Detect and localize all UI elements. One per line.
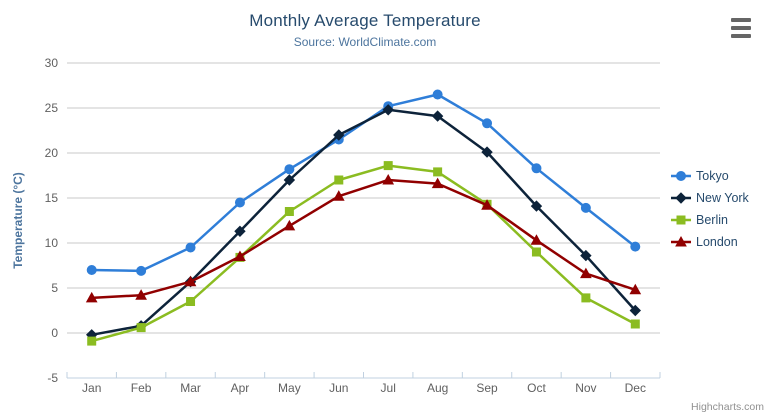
- x-axis-label: Jan: [82, 381, 101, 395]
- data-point-tokyo[interactable]: [86, 265, 97, 275]
- data-point-berlin[interactable]: [284, 207, 294, 216]
- legend-label: New York: [696, 191, 749, 205]
- x-axis-label: Apr: [231, 381, 250, 395]
- x-axis-label: Sep: [476, 381, 498, 395]
- y-axis-label: 5: [51, 281, 58, 295]
- legend-item-new-york[interactable]: New York: [671, 189, 749, 207]
- x-axis-label: Jul: [381, 381, 396, 395]
- data-point-berlin[interactable]: [87, 336, 97, 346]
- y-axis-label: 30: [45, 56, 59, 70]
- y-axis-label: 10: [45, 236, 59, 250]
- data-point-london[interactable]: [184, 275, 197, 287]
- legend-item-london[interactable]: London: [671, 233, 749, 251]
- x-axis-label: May: [278, 381, 301, 395]
- data-point-tokyo[interactable]: [630, 241, 641, 252]
- data-point-berlin[interactable]: [581, 293, 591, 303]
- data-point-london[interactable]: [85, 291, 98, 303]
- data-point-berlin[interactable]: [186, 297, 196, 306]
- legend-label: London: [696, 235, 738, 249]
- data-point-berlin[interactable]: [433, 167, 443, 177]
- x-axis-label: Jun: [329, 381, 348, 395]
- data-point-new-york[interactable]: [629, 304, 641, 317]
- hamburger-icon: [731, 34, 751, 38]
- square-marker-icon: [671, 215, 691, 225]
- series-tokyo: [86, 89, 641, 276]
- y-axis-label: 25: [45, 101, 59, 115]
- hamburger-icon: [731, 18, 751, 22]
- data-point-tokyo[interactable]: [284, 164, 295, 175]
- data-point-tokyo[interactable]: [234, 197, 245, 208]
- data-point-london[interactable]: [481, 199, 493, 210]
- legend-marker-london: [675, 235, 687, 247]
- chart-subtitle: Source: WorldClimate.com: [293, 35, 437, 49]
- y-axis-label: 20: [45, 146, 59, 160]
- data-point-london[interactable]: [135, 289, 147, 300]
- data-point-new-york[interactable]: [431, 110, 444, 122]
- data-point-new-york[interactable]: [234, 225, 246, 238]
- data-point-london[interactable]: [332, 190, 345, 201]
- series-line-berlin[interactable]: [90, 164, 637, 343]
- data-point-tokyo[interactable]: [432, 89, 443, 100]
- data-point-new-york[interactable]: [333, 129, 345, 141]
- chart-title: Monthly Average Temperature: [249, 11, 481, 30]
- data-point-berlin[interactable]: [136, 323, 146, 333]
- data-point-berlin[interactable]: [531, 247, 541, 257]
- legend-label: Berlin: [696, 213, 728, 227]
- series-line-tokyo[interactable]: [90, 93, 637, 273]
- legend-label: Tokyo: [696, 169, 729, 183]
- circle-marker-icon: [671, 171, 691, 181]
- x-axis-label: Dec: [625, 381, 646, 395]
- triangle-marker-icon: [671, 235, 691, 247]
- x-axis-label: Mar: [180, 381, 201, 395]
- data-point-london[interactable]: [629, 283, 642, 295]
- x-axis-label: Oct: [527, 381, 546, 395]
- data-point-berlin[interactable]: [630, 319, 640, 329]
- data-point-london[interactable]: [234, 250, 246, 261]
- y-axis-label: -5: [47, 371, 58, 385]
- data-point-london[interactable]: [382, 173, 395, 185]
- data-point-tokyo[interactable]: [136, 265, 147, 276]
- data-point-new-york[interactable]: [530, 200, 543, 212]
- legend-item-tokyo[interactable]: Tokyo: [671, 167, 749, 185]
- legend-marker-berlin: [676, 215, 686, 225]
- data-point-tokyo[interactable]: [482, 118, 493, 129]
- data-point-london[interactable]: [283, 219, 296, 231]
- legend-marker-new-york: [675, 192, 687, 204]
- diamond-marker-icon: [671, 192, 691, 204]
- legend-marker-tokyo: [676, 171, 686, 181]
- y-axis-title: Temperature (°C): [11, 172, 25, 269]
- series-new-york: [86, 104, 641, 341]
- data-point-london[interactable]: [530, 234, 543, 245]
- data-point-london[interactable]: [431, 177, 444, 189]
- data-point-berlin[interactable]: [383, 161, 393, 171]
- series-london: [85, 173, 642, 303]
- data-point-new-york[interactable]: [283, 174, 296, 186]
- series-line-new-york[interactable]: [90, 108, 637, 337]
- hamburger-icon: [731, 26, 751, 30]
- y-axis-label: 0: [51, 326, 58, 340]
- data-point-tokyo[interactable]: [580, 202, 591, 213]
- x-axis-label: Feb: [131, 381, 152, 395]
- x-axis-label: Nov: [575, 381, 596, 395]
- y-axis-label: 15: [45, 191, 59, 205]
- legend: Tokyo New York Berlin London: [671, 167, 749, 251]
- data-point-london[interactable]: [580, 267, 592, 279]
- data-point-new-york[interactable]: [481, 146, 493, 158]
- x-axis-label: Aug: [427, 381, 448, 395]
- export-menu-button[interactable]: [729, 16, 753, 40]
- data-point-tokyo[interactable]: [531, 163, 542, 174]
- data-point-new-york[interactable]: [580, 249, 592, 262]
- data-point-tokyo[interactable]: [185, 242, 196, 253]
- data-point-berlin[interactable]: [334, 175, 344, 185]
- highcharts-credit[interactable]: Highcharts.com: [691, 401, 764, 413]
- series-line-london[interactable]: [90, 178, 637, 300]
- legend-item-berlin[interactable]: Berlin: [671, 211, 749, 229]
- data-point-new-york[interactable]: [382, 104, 394, 116]
